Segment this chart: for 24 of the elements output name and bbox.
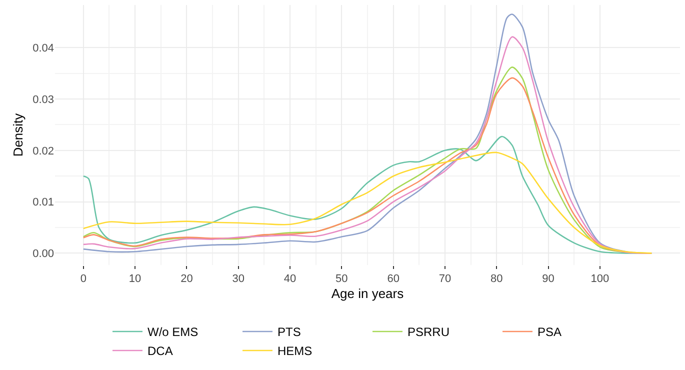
y-tick-label: 0.04 [32,42,54,54]
y-axis-title: Density [10,112,26,157]
x-tick-label: 0 [80,273,86,286]
legend-label: HEMS [278,344,312,358]
x-axis-title: Age in years [331,286,404,301]
legend-label: W/o EMS [148,325,198,340]
x-tick-label: 10 [128,273,142,286]
x-tick-label: 70 [438,273,452,286]
x-tick-label: 60 [387,273,400,286]
y-tick-label: 0.02 [32,145,54,158]
x-tick-label: 90 [542,273,554,286]
x-tick-label: 80 [490,273,503,286]
legend-label: PTS [278,325,301,340]
x-tick-label: 20 [180,273,193,286]
legend-label: DCA [148,344,173,358]
legend-label: PSA [538,325,562,340]
y-tick-label: 0.00 [32,248,54,260]
legend-label: PSRRU [408,325,450,340]
x-tick-label: 100 [590,273,610,286]
y-tick-label: 0.01 [32,196,54,209]
x-tick-label: 50 [336,273,348,286]
x-tick-label: 40 [284,273,296,286]
y-tick-label: 0.03 [32,94,54,106]
x-tick-label: 30 [232,273,244,286]
